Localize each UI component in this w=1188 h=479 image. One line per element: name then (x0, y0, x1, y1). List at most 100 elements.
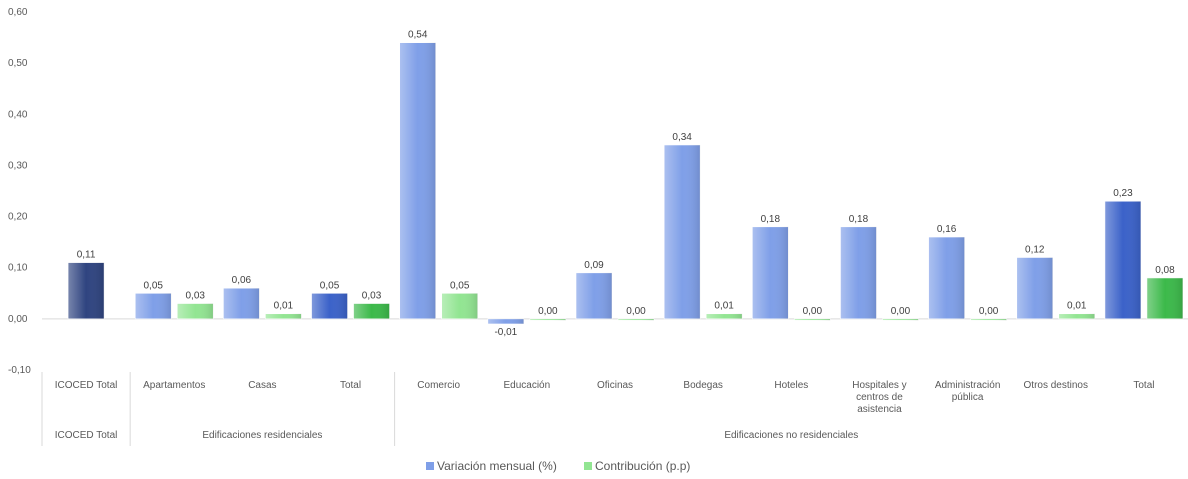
bar-contribucion-highlight (970, 318, 1007, 321)
category-label: Comercio (417, 380, 460, 391)
bar-contribucion-highlight (177, 303, 214, 319)
bar-contribucion-highlight (1058, 313, 1095, 319)
data-label: 0,00 (979, 306, 999, 317)
data-label: 0,09 (584, 260, 604, 271)
data-label: 0,11 (77, 250, 96, 261)
bar-variacion-mensual-highlight (840, 226, 877, 319)
data-label: 0,05 (143, 280, 163, 291)
data-label: 0,05 (320, 280, 340, 291)
y-tick-label: 0,50 (8, 58, 28, 69)
y-tick-label: 0,30 (8, 160, 28, 171)
bar-variacion-mensual-highlight (68, 262, 105, 319)
data-labels: 0,11 0,05 0,03 0,06 0,01 0,05 0,03 0,54 0,05 -0,0… (77, 30, 1175, 338)
category-label-line: Apartamentos (143, 380, 205, 391)
data-label: 0,16 (937, 224, 957, 235)
bar-contribucion-highlight (441, 293, 478, 319)
bar-variacion-mensual-highlight (1016, 257, 1053, 319)
bar-variacion-mensual-highlight (752, 226, 789, 319)
y-tick-label: -0,10 (8, 365, 31, 376)
category-label-line: Otros destinos (1024, 380, 1088, 391)
category-label-line: pública (952, 392, 984, 403)
data-label: 0,18 (849, 214, 869, 225)
group-label: Edificaciones no residenciales (724, 430, 858, 441)
category-label-line: Total (1133, 380, 1154, 391)
bar-contribucion-highlight (529, 318, 566, 321)
data-label: 0,00 (803, 306, 823, 317)
category-label-line: asistencia (857, 404, 902, 415)
category-label-line: Bodegas (683, 380, 722, 391)
bar-variacion-mensual-highlight (135, 293, 172, 319)
data-label: 0,06 (232, 275, 252, 286)
bar-variacion-mensual-highlight (928, 237, 965, 319)
bar-variacion-mensual-highlight (1104, 201, 1141, 319)
data-label: 0,00 (891, 306, 911, 317)
data-label: 0,03 (362, 291, 382, 302)
category-label: Apartamentos (143, 380, 205, 391)
group-label: Edificaciones residenciales (202, 430, 322, 441)
data-label: 0,23 (1113, 188, 1133, 199)
data-label: 0,08 (1155, 265, 1175, 276)
data-label: 0,00 (538, 306, 558, 317)
group-label: ICOCED Total (55, 430, 118, 441)
y-tick-label: 0,60 (8, 7, 28, 18)
category-label-line: Oficinas (597, 380, 633, 391)
bar-variacion-mensual-highlight (399, 42, 436, 319)
category-label: Oficinas (597, 380, 633, 391)
bar-variacion-mensual-highlight (664, 144, 701, 319)
data-label: 0,01 (714, 301, 734, 312)
y-tick-label: 0,10 (8, 263, 28, 274)
y-tick-label: 0,40 (8, 109, 28, 120)
category-label-line: Total (340, 380, 361, 391)
data-label: 0,03 (185, 291, 205, 302)
legend-label-contribucion: Contribución (p.p) (595, 459, 690, 473)
data-label: 0,05 (450, 280, 470, 291)
legend-label-variacion: Variación mensual (%) (437, 459, 557, 473)
category-label: Casas (248, 380, 276, 391)
bar-variacion-mensual-highlight (576, 272, 612, 319)
category-label: Total (340, 380, 361, 391)
legend-swatch-contribucion (584, 462, 592, 470)
category-label: Hoteles (774, 380, 808, 391)
category-label-line: Educación (503, 380, 550, 391)
bar-contribucion-highlight (706, 313, 743, 319)
category-label: ICOCED Total (55, 380, 118, 391)
legend: Variación mensual (%) Contribución (p.p) (426, 459, 690, 473)
y-axis: -0,10 0,00 0,10 0,20 0,30 0,40 0,50 0,60 (8, 7, 1188, 376)
category-axis: ICOCED Total Apartamentos Casas Total Comerc… (41, 372, 1154, 446)
category-label: Total (1133, 380, 1154, 391)
bar-contribucion-highlight (353, 303, 390, 319)
category-label: Bodegas (683, 380, 722, 391)
y-tick-label: 0,20 (8, 212, 28, 223)
data-label: -0,01 (494, 327, 517, 338)
legend-swatch-variacion (426, 462, 434, 470)
bar-contribucion-highlight (794, 318, 831, 321)
data-label: 0,18 (761, 214, 781, 225)
category-label-line: Casas (248, 380, 276, 391)
category-label-line: Hoteles (774, 380, 808, 391)
bar-contribucion-highlight (618, 318, 654, 321)
bar-contribucion-highlight (1146, 277, 1183, 319)
category-label-line: ICOCED Total (55, 380, 118, 391)
data-label: 0,00 (626, 306, 646, 317)
bar-contribucion-highlight (882, 318, 919, 321)
bar-contribucion-highlight (265, 313, 302, 319)
data-label: 0,01 (1067, 301, 1087, 312)
data-label: 0,12 (1025, 244, 1045, 255)
data-label: 0,34 (672, 132, 692, 143)
bar-variacion-mensual-highlight (487, 318, 524, 324)
bar-variacion-mensual-highlight (311, 293, 348, 319)
category-label: Hospitales y centros de asistencia (852, 380, 906, 415)
category-label-line: Hospitales y (852, 380, 906, 391)
category-label-line: centros de (856, 392, 903, 403)
category-label-line: Comercio (417, 380, 460, 391)
category-label: Administración pública (935, 380, 1001, 403)
category-label: Otros destinos (1024, 380, 1088, 391)
category-label-line: Administración (935, 380, 1001, 391)
category-label: Educación (503, 380, 550, 391)
bar-variacion-mensual-highlight (223, 288, 260, 319)
bars (67, 42, 1184, 325)
y-tick-label: 0,00 (8, 314, 28, 325)
data-label: 0,54 (408, 30, 428, 41)
data-label: 0,01 (274, 301, 294, 312)
